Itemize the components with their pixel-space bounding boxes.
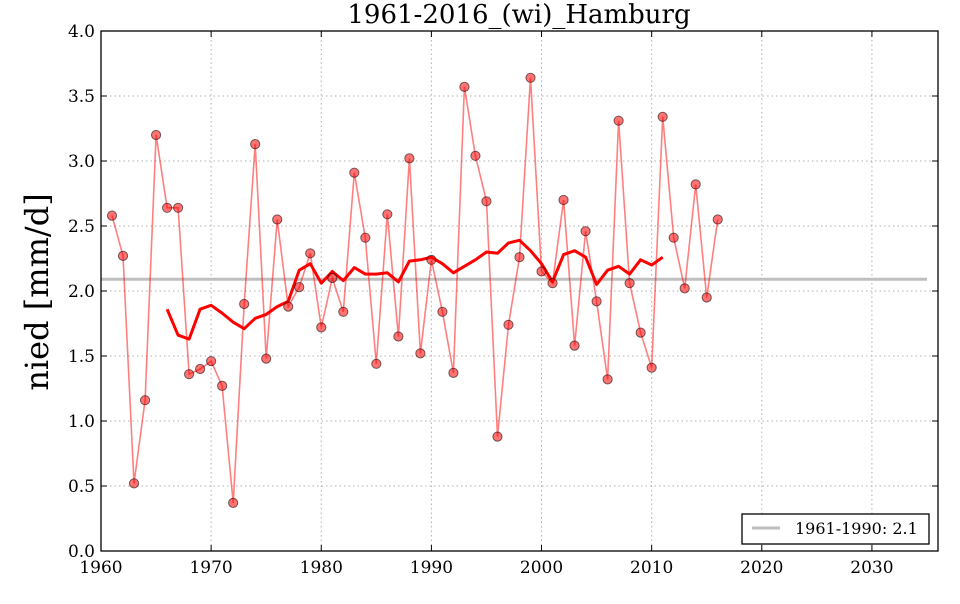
data-point (415, 348, 426, 359)
y-tick-label: 2.0 (68, 282, 95, 302)
data-point (161, 202, 173, 213)
data-point (294, 282, 305, 293)
data-point (195, 363, 206, 375)
data-point (261, 353, 272, 364)
x-tick-label: 2010 (630, 558, 673, 578)
y-tick-label: 1.0 (68, 412, 95, 432)
data-point (139, 395, 151, 406)
y-tick-label: 4.0 (68, 22, 95, 42)
data-point (283, 301, 294, 312)
data-point (305, 248, 316, 259)
data-point (613, 115, 624, 126)
y-tick-label: 3.0 (68, 152, 95, 172)
data-point (580, 226, 591, 237)
data-point (228, 497, 239, 508)
data-point (657, 111, 668, 122)
data-point (569, 340, 580, 351)
x-tick-label: 2020 (740, 558, 783, 578)
data-point (426, 254, 437, 265)
data-point (360, 232, 371, 243)
data-point (701, 292, 712, 303)
data-point (371, 358, 382, 369)
data-point (635, 327, 646, 338)
data-point (338, 306, 349, 317)
legend-label-baseline: 1961-1990: 2.1 (795, 519, 918, 538)
y-tick-label: 0.0 (68, 542, 95, 562)
data-point (448, 367, 459, 378)
ticks: 1960 1970 1980 1990 2000 2010 2020 2030 0.0 0.5 1.… (68, 22, 938, 578)
x-tick-label: 1960 (79, 558, 122, 578)
data-point (492, 431, 503, 442)
data-point (393, 331, 404, 342)
data-point (272, 214, 283, 225)
data-point (150, 129, 162, 141)
data-point (558, 194, 569, 206)
data-point (250, 139, 261, 150)
x-tick-label: 1970 (189, 558, 232, 578)
x-tick-label: 1990 (410, 558, 453, 578)
data-point (404, 153, 415, 164)
y-axis-label: nied [mm/d] (18, 193, 56, 390)
x-tick-label: 2000 (520, 558, 563, 578)
y-tick-label: 3.5 (68, 87, 95, 107)
annual-series-line (111, 77, 719, 503)
moving-average-line (165, 238, 664, 341)
data-point (514, 252, 525, 263)
data-point (184, 369, 195, 380)
data-point (591, 296, 602, 307)
y-tick-label: 1.5 (68, 347, 95, 367)
data-point (239, 298, 250, 310)
data-point (437, 306, 448, 317)
data-point (624, 278, 635, 289)
data-point (481, 196, 492, 207)
data-point (172, 202, 184, 213)
y-tick-label: 0.5 (68, 477, 95, 497)
data-point (206, 356, 217, 367)
data-point (106, 210, 118, 221)
y-tick-label: 2.5 (68, 217, 95, 237)
data-point (679, 283, 690, 294)
x-tick-label: 1980 (300, 558, 343, 578)
data-point (712, 214, 723, 225)
legend: 1961-1990: 2.1 (741, 513, 930, 545)
data-point (327, 272, 338, 284)
data-point (217, 380, 228, 391)
grid (101, 31, 938, 551)
x-tick-label: 2030 (850, 558, 893, 578)
data-point (547, 278, 558, 289)
data-point (646, 362, 657, 373)
data-point (602, 374, 613, 385)
series-layer (101, 72, 927, 508)
data-point (470, 150, 481, 161)
data-point (536, 266, 547, 277)
data-point (690, 179, 701, 190)
chart-title: 1961-2016_(wi)_Hamburg (347, 0, 690, 30)
data-point (382, 209, 393, 220)
data-point (316, 322, 327, 333)
data-point (128, 478, 140, 489)
data-point (503, 319, 514, 330)
data-point (117, 250, 129, 261)
data-point (525, 72, 536, 83)
data-point (349, 167, 360, 178)
data-point (459, 81, 470, 93)
data-point (668, 232, 679, 243)
